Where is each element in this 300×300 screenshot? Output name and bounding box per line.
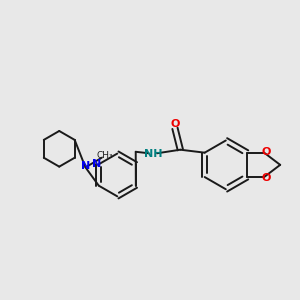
Text: NH: NH: [144, 149, 163, 159]
Text: N: N: [81, 161, 90, 171]
Text: CH₃: CH₃: [96, 151, 113, 160]
Text: O: O: [261, 147, 271, 157]
Text: O: O: [170, 119, 180, 129]
Text: N: N: [92, 159, 102, 169]
Text: O: O: [261, 172, 271, 183]
